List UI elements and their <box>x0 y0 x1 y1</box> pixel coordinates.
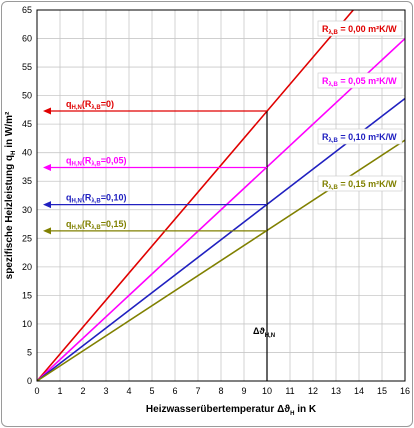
annotation-arrowhead <box>43 201 51 209</box>
series-label-box <box>317 72 403 89</box>
series-label-box <box>317 128 403 145</box>
y-tick-label: 65 <box>22 5 32 15</box>
y-tick-label: 30 <box>22 205 32 215</box>
plot-area-border <box>36 9 406 382</box>
grid <box>36 9 406 382</box>
x-tick-label: 2 <box>80 386 85 396</box>
nominal-temperature-marker: ΔϑH,N <box>253 111 275 381</box>
x-tick-label: 13 <box>331 386 341 396</box>
series-label: Rλ,B = 0,10 m²K/W <box>317 128 403 145</box>
annotation-label: qH,N(Rλ,B=0) <box>66 99 114 111</box>
y-tick-label: 15 <box>22 290 32 300</box>
y-tick-label: 55 <box>22 62 32 72</box>
x-tick-label: 1 <box>57 386 62 396</box>
annotation-label: qH,N(Rλ,B=0,15) <box>66 219 126 231</box>
series-labels: Rλ,B = 0,00 m²K/W Rλ,B = 0,05 m²K/W Rλ,B =… <box>317 20 403 192</box>
x-tick-label: 11 <box>285 386 294 396</box>
y-tick-labels: 0 5 10 15 20 25 30 35 40 45 50 55 60 65 <box>22 5 32 386</box>
annotation-arrows: qH,N(Rλ,B=0) qH,N(Rλ,B=0,05) qH,N(Rλ,B=0,1… <box>43 99 267 235</box>
annotation-label: qH,N(Rλ,B=0,10) <box>66 193 126 205</box>
series-line <box>36 9 354 382</box>
y-tick-label: 5 <box>27 347 32 357</box>
y-tick-label: 25 <box>22 233 32 243</box>
x-tick-label: 3 <box>103 386 108 396</box>
series-label: Rλ,B = 0,00 m²K/W <box>317 20 403 37</box>
y-tick-label: 60 <box>22 34 32 44</box>
series-label-text: Rλ,B = 0,05 m²K/W <box>322 76 397 88</box>
x-tick-label: 5 <box>149 386 154 396</box>
series-label-box <box>317 20 403 37</box>
x-tick-label: 8 <box>218 386 223 396</box>
series-line <box>36 37 406 382</box>
annotation-arrowhead <box>43 227 51 235</box>
annotation-arrowhead <box>43 107 51 115</box>
x-tick-label: 0 <box>34 386 39 396</box>
x-tick-label: 12 <box>308 386 318 396</box>
series-label-text: Rλ,B = 0,10 m²K/W <box>322 132 397 144</box>
annotation-arrowhead <box>43 164 51 172</box>
y-tick-label: 35 <box>22 176 32 186</box>
y-tick-label: 40 <box>22 148 32 158</box>
x-tick-label: 14 <box>354 386 364 396</box>
x-tick-label: 4 <box>126 386 131 396</box>
x-tick-label: 6 <box>172 386 177 396</box>
series-label-box <box>317 175 403 192</box>
x-tick-label: 7 <box>195 386 200 396</box>
series-label: Rλ,B = 0,05 m²K/W <box>317 72 403 89</box>
x-tick-label: 16 <box>400 386 410 396</box>
y-tick-label: 0 <box>27 376 32 386</box>
annotation-label: qH,N(Rλ,B=0,05) <box>66 156 126 168</box>
x-tick-labels: 0 1 2 3 4 5 6 7 8 9 10 11 12 13 14 15 16 <box>34 386 410 396</box>
series-label: Rλ,B = 0,15 m²K/W <box>317 175 403 192</box>
x-tick-label: 10 <box>262 386 272 396</box>
x-axis-title: Heizwasserübertemperatur ΔϑH in K <box>146 404 317 417</box>
y-axis-title: spezifische Heizleistung qH in W/m² <box>4 111 17 279</box>
y-tick-label: 20 <box>22 262 32 272</box>
y-tick-label: 10 <box>22 319 32 329</box>
x-tick-label: 9 <box>241 386 246 396</box>
x-tick-label: 15 <box>377 386 387 396</box>
nominal-label: ΔϑH,N <box>253 326 275 339</box>
series-line <box>36 97 406 382</box>
series-label-text: Rλ,B = 0,15 m²K/W <box>322 179 397 191</box>
y-tick-label: 45 <box>22 119 32 129</box>
y-tick-label: 50 <box>22 91 32 101</box>
series-label-text: Rλ,B = 0,00 m²K/W <box>322 24 397 36</box>
